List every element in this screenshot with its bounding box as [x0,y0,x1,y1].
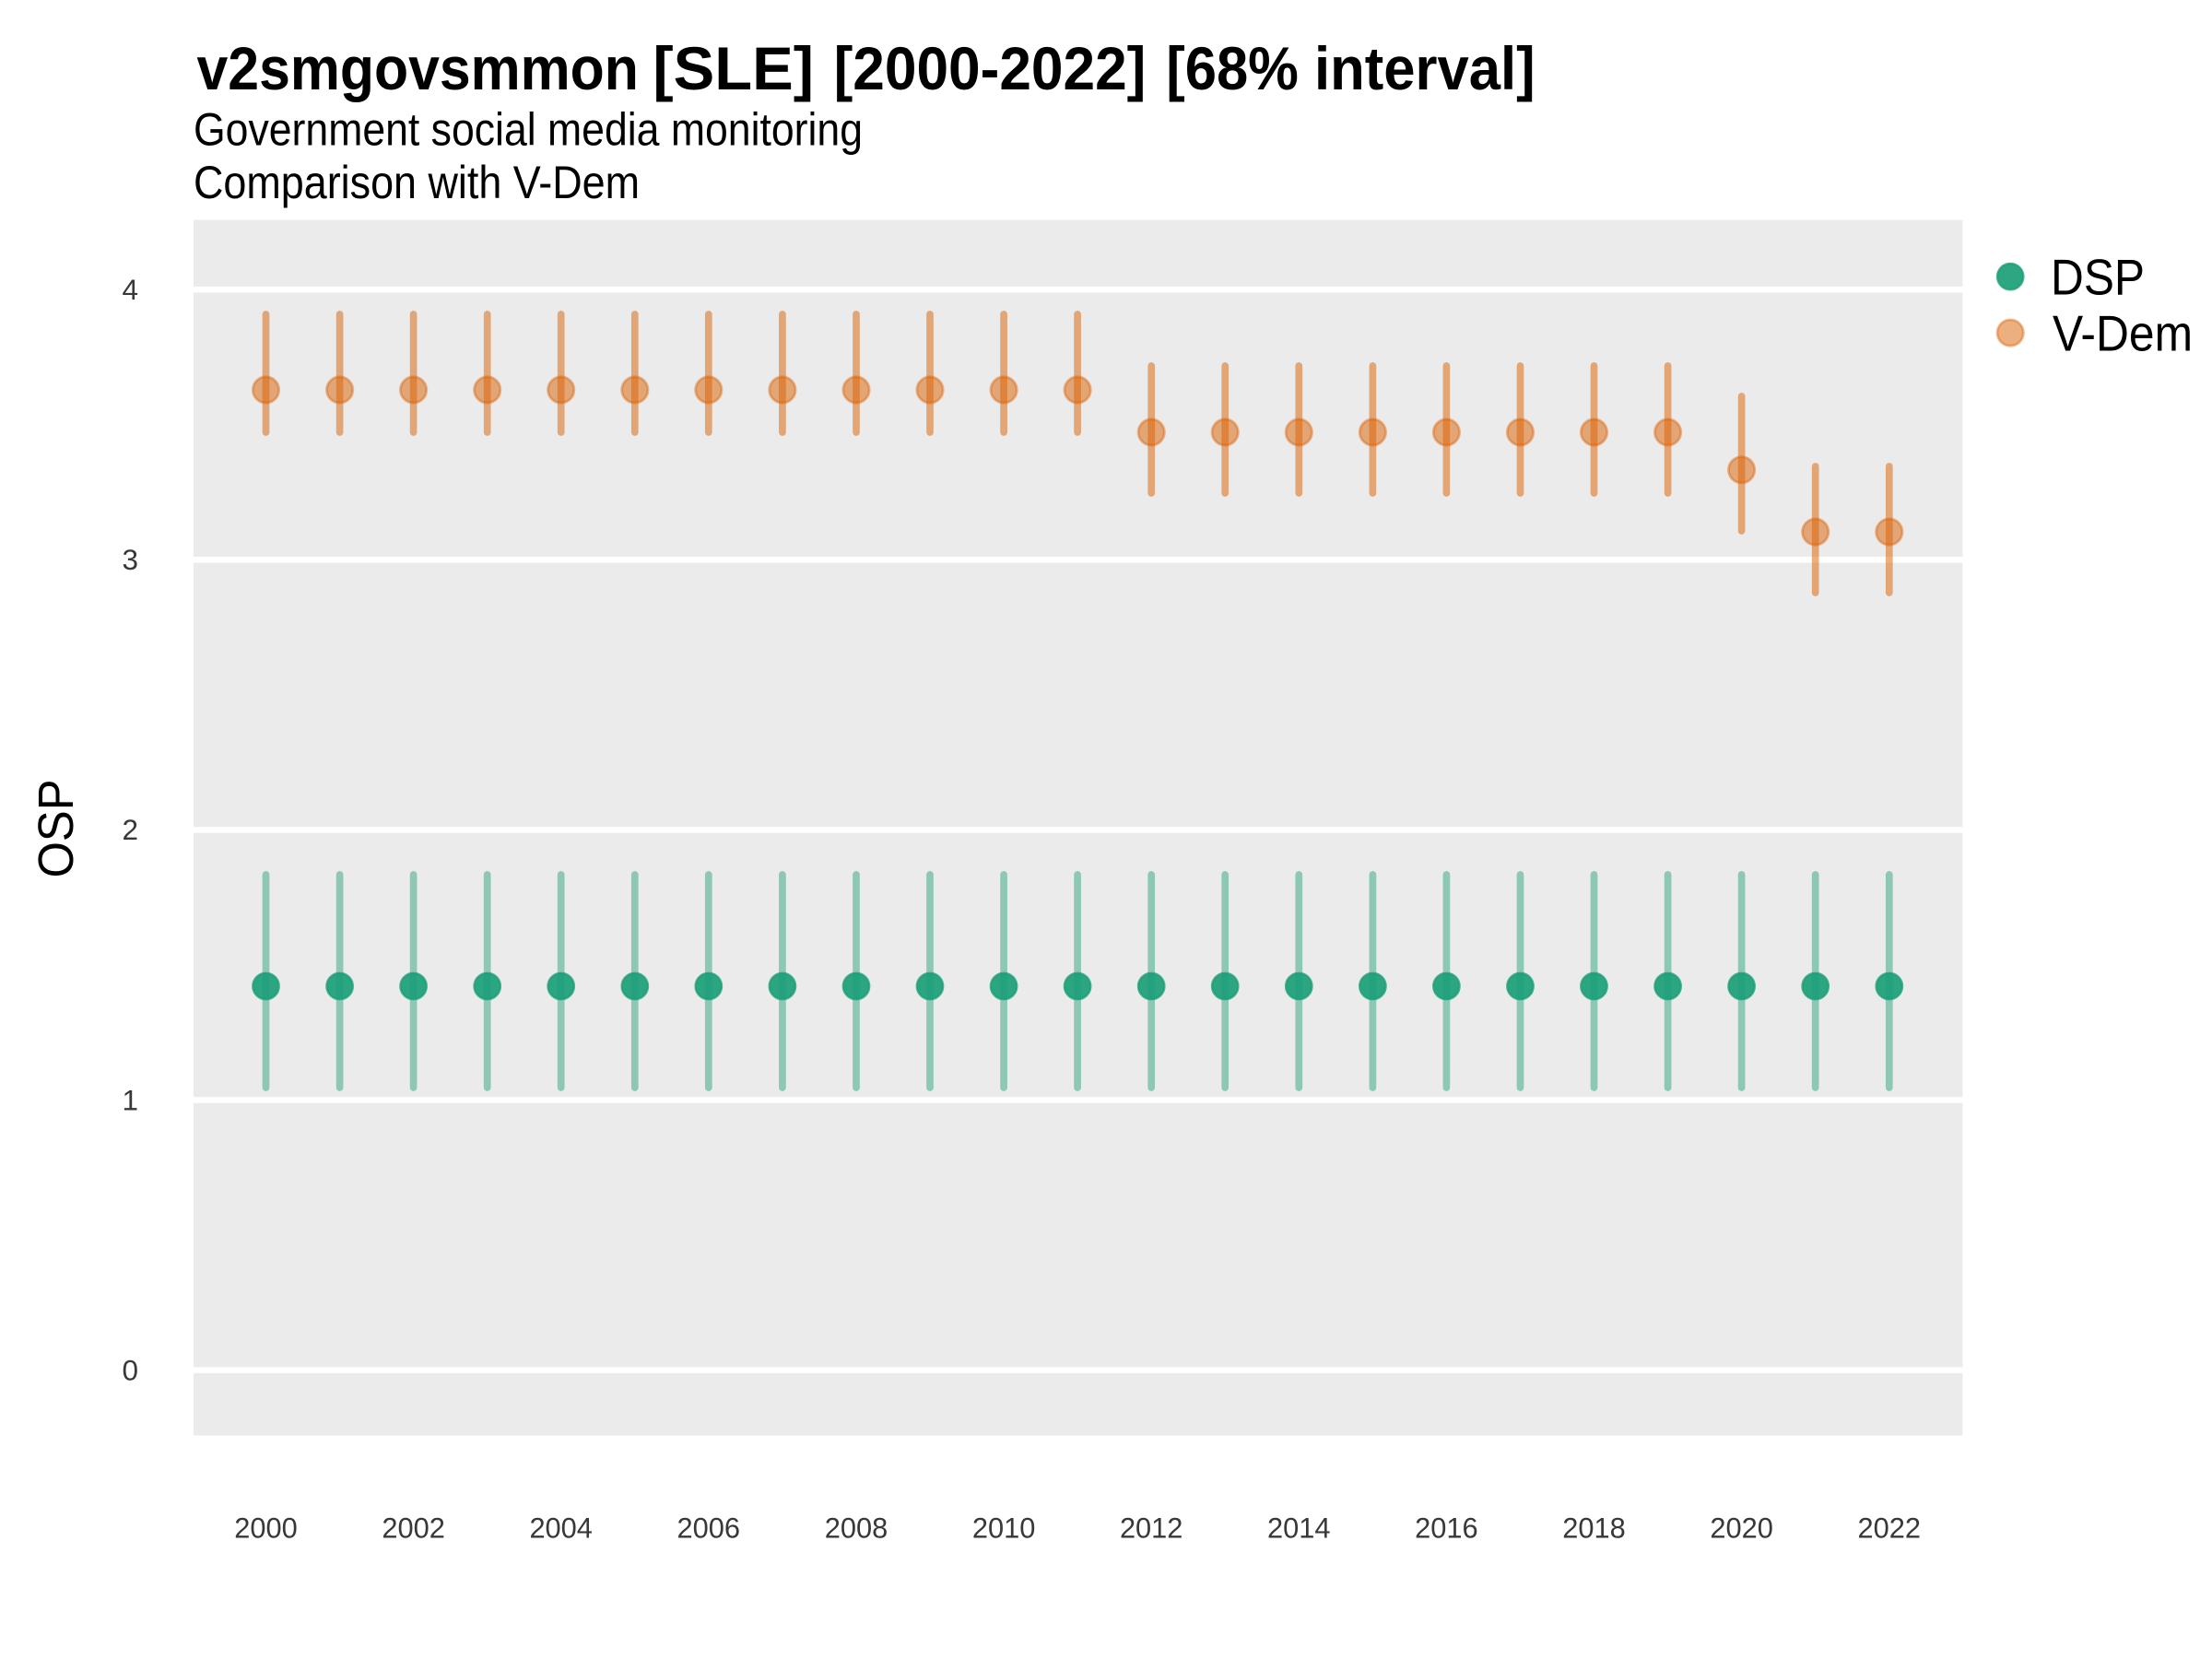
svg-text:OSP: OSP [29,780,84,878]
svg-text:2018: 2018 [1562,1512,1626,1545]
svg-text:2014: 2014 [1267,1512,1331,1545]
svg-text:2010: 2010 [972,1512,1036,1545]
svg-text:2000: 2000 [234,1512,298,1545]
svg-text:2022: 2022 [1858,1512,1922,1545]
svg-text:2006: 2006 [677,1512,741,1545]
svg-text:2: 2 [122,813,138,846]
svg-text:Comparison with V-Dem: Comparison with V-Dem [194,157,640,208]
svg-text:2020: 2020 [1710,1512,1773,1545]
svg-text:3: 3 [122,543,138,576]
svg-text:[SLE]: [SLE] [653,34,814,102]
svg-text:v2smgovsmmon: v2smgovsmmon [197,34,639,102]
svg-text:2008: 2008 [825,1512,888,1545]
svg-text:2012: 2012 [1120,1512,1183,1545]
svg-text:1: 1 [122,1083,138,1116]
svg-text:DSP: DSP [2051,250,2145,306]
svg-text:4: 4 [122,273,138,306]
svg-text:[2000-2022]: [2000-2022] [834,34,1147,102]
svg-text:0: 0 [122,1353,138,1386]
svg-text:2016: 2016 [1415,1512,1478,1545]
svg-text:2002: 2002 [382,1512,445,1545]
svg-text:[68% interval]: [68% interval] [1166,34,1535,102]
svg-text:2004: 2004 [529,1512,593,1545]
svg-text:Government social media monito: Government social media monitoring [194,103,863,155]
svg-text:V-Dem: V-Dem [2053,306,2193,362]
